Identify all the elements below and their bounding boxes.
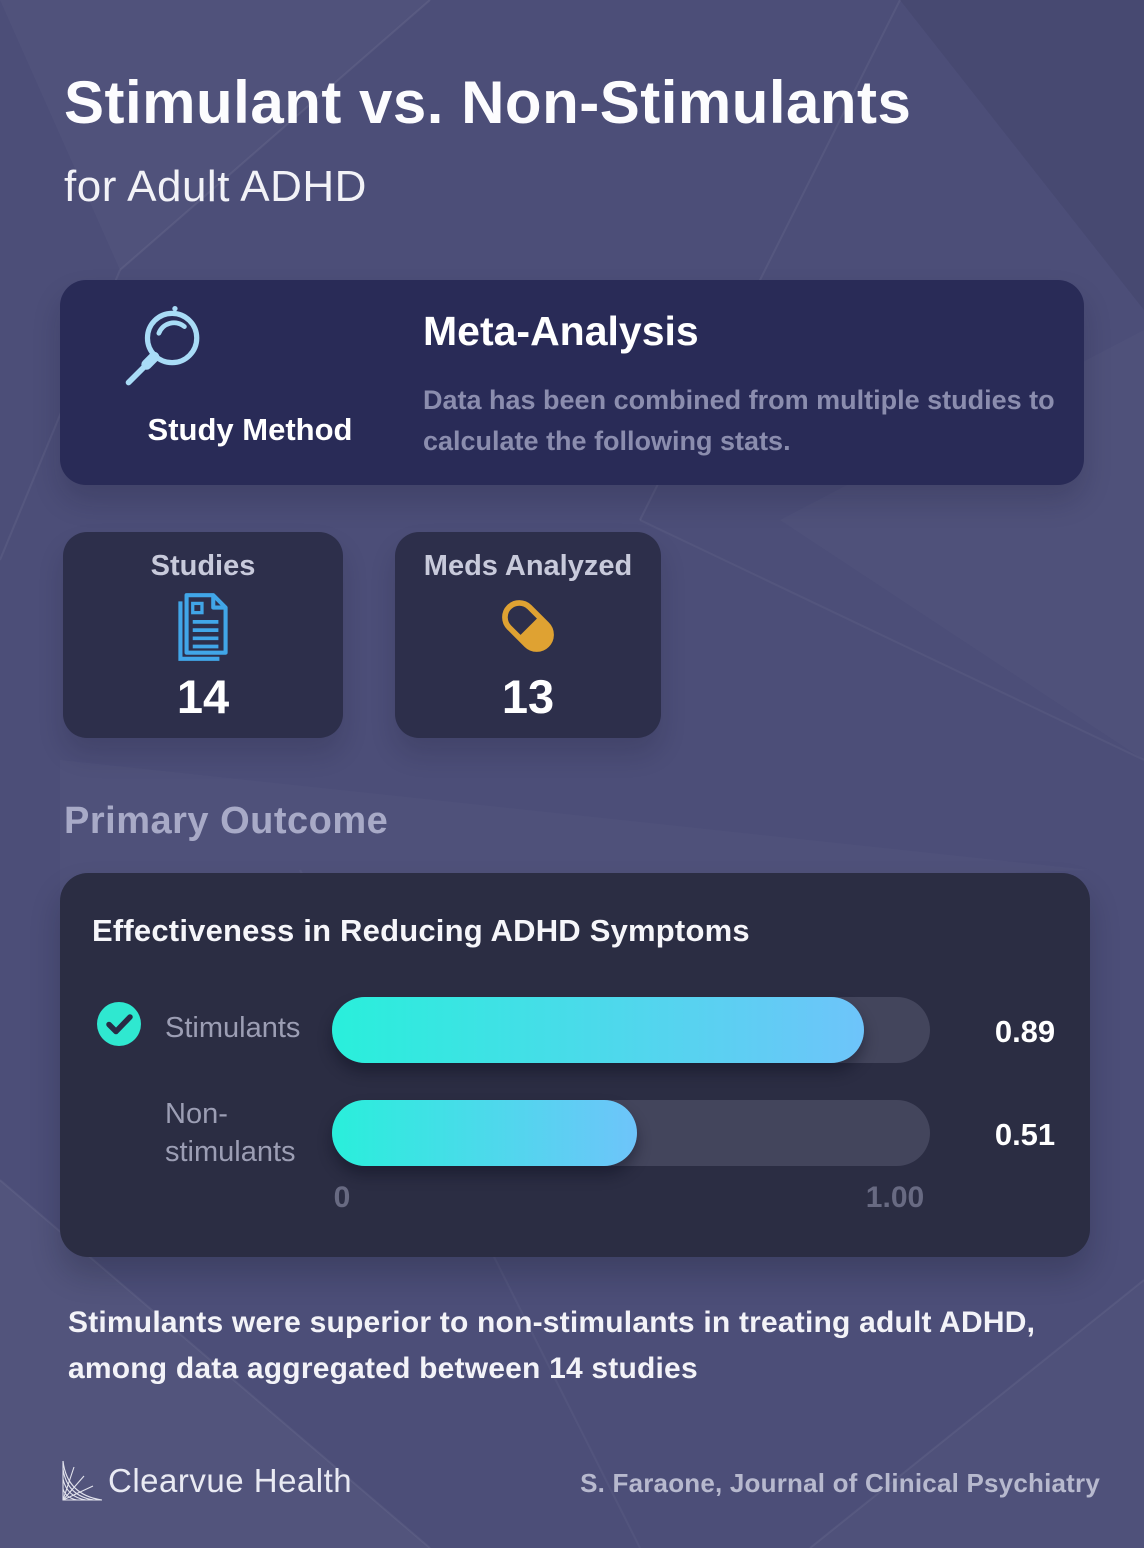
brand-name: Clearvue Health [108, 1462, 353, 1499]
stat-value: 13 [501, 670, 555, 723]
source-citation: S. Faraone, Journal of Clinical Psychiat… [580, 1468, 1100, 1498]
summary-text: Stimulants were superior to non-stimulan… [68, 1306, 1036, 1385]
magnifier-icon [125, 305, 200, 386]
bar-track-non-stimulants [332, 1100, 930, 1166]
stat-label: Studies [150, 550, 256, 582]
axis-tick-one: 1.00 [865, 1181, 925, 1214]
stat-card-meds: Meds Analyzed 13 [395, 532, 661, 738]
document-icon [178, 593, 228, 661]
bar-track-stimulants [332, 997, 930, 1063]
study-method-heading: Meta-Analysis [423, 308, 699, 354]
bar-value-stimulants: 0.89 [994, 1014, 1056, 1049]
stat-label: Meds Analyzed [423, 550, 633, 582]
check-icon [97, 1002, 141, 1046]
page-title: Stimulant vs. Non-Stimulants [64, 69, 912, 136]
chart-title: Effectiveness in Reducing ADHD Symptoms [92, 913, 750, 948]
bar-fill-non-stimulants [332, 1100, 637, 1166]
stat-card-studies: Studies 14 [63, 532, 343, 738]
study-method-description: Data has been combined from multiple stu… [423, 385, 1055, 456]
stat-value: 14 [176, 670, 230, 723]
bar-label-stimulants: Stimulants [165, 1012, 301, 1044]
pill-icon [502, 600, 554, 652]
study-method-label: Study Method [147, 412, 353, 447]
footer-brand: Clearvue Health [60, 1458, 352, 1504]
bar-fill-stimulants [332, 997, 865, 1063]
study-method-card: Study Method Meta-Analysis Data has been… [60, 280, 1084, 485]
bar-label-non-stimulants: Non-stimulants [165, 1098, 296, 1168]
clearvue-logo-icon [62, 1460, 103, 1501]
effectiveness-chart-card: Effectiveness in Reducing ADHD Symptoms … [60, 873, 1090, 1257]
bar-value-non-stimulants: 0.51 [994, 1117, 1056, 1152]
page-subtitle: for Adult ADHD [64, 162, 367, 211]
axis-tick-zero: 0 [333, 1181, 351, 1214]
section-heading-primary-outcome: Primary Outcome [64, 800, 389, 842]
